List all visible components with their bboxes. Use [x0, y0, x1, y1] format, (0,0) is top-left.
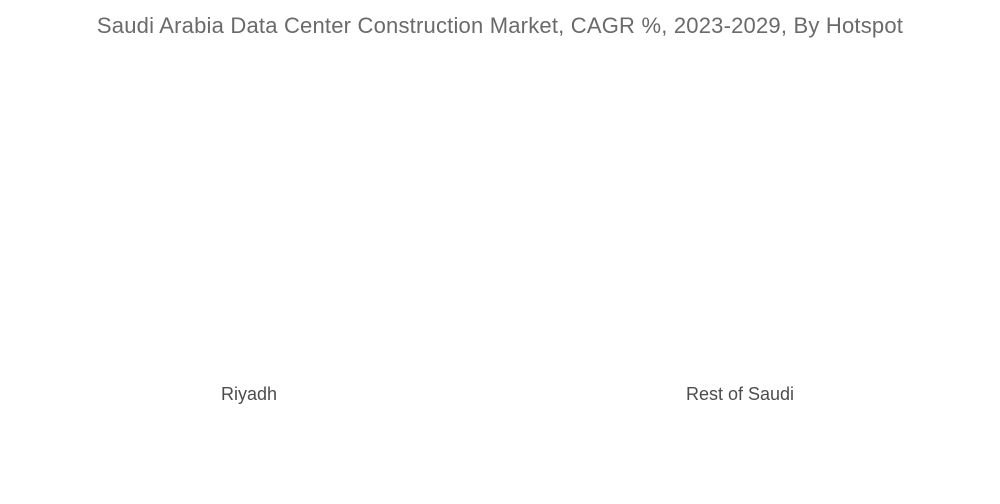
category-label-riyadh: Riyadh: [220, 384, 278, 404]
chart-title: Saudi Arabia Data Center Construction Ma…: [96, 13, 904, 38]
category-label-rest-of-saudi: Rest of Saudi: [685, 384, 795, 404]
